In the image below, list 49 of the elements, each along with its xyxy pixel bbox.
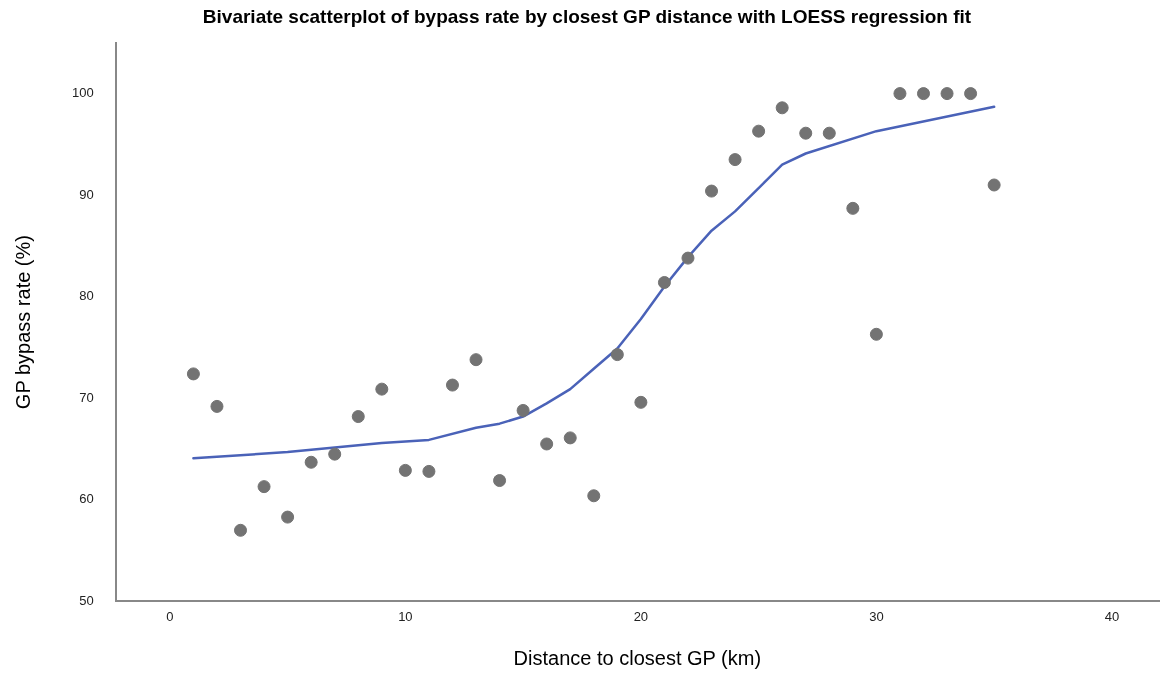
point [516,403,530,417]
point [445,378,459,392]
point [210,399,224,413]
point [657,275,671,289]
point [681,251,695,265]
x-tick-label: 30 [869,608,884,624]
point [304,455,318,469]
y-tick-label: 60 [79,491,94,507]
y-tick-label: 50 [79,592,94,608]
x-tick-label: 0 [166,608,174,624]
x-axis-title: Distance to closest GP (km) [513,646,762,669]
point [375,382,389,396]
point [281,510,295,524]
point [846,201,860,215]
point [186,367,200,381]
x-tick-label: 20 [633,608,649,624]
point [893,87,907,101]
point [493,474,507,488]
y-tick-label: 100 [71,85,94,101]
point [987,178,1001,192]
x-tick-label: 40 [1104,608,1120,624]
point [916,87,930,101]
point [563,431,577,445]
point [775,101,789,115]
point [634,395,648,409]
y-axis-title: GP bypass rate (%) [11,235,34,410]
point [799,126,813,140]
y-tick-label: 80 [79,288,94,304]
point [257,480,271,494]
point [822,126,836,140]
point [587,489,601,503]
x-tick-label: 10 [398,608,413,624]
point [540,437,554,451]
point [422,464,436,478]
point [398,463,412,477]
point [705,184,719,198]
point [869,327,883,341]
point [940,87,954,101]
point [234,523,248,537]
y-tick-label: 90 [79,186,94,202]
chart-title: Bivariate scatterplot of bypass rate by closest GP distance with LOESS regression fit [202,5,972,27]
y-tick-label: 70 [79,389,94,405]
point [728,153,742,167]
point [351,410,365,424]
point [328,447,342,461]
point [610,348,624,362]
point [469,353,483,367]
point [964,87,978,101]
point [752,124,766,138]
